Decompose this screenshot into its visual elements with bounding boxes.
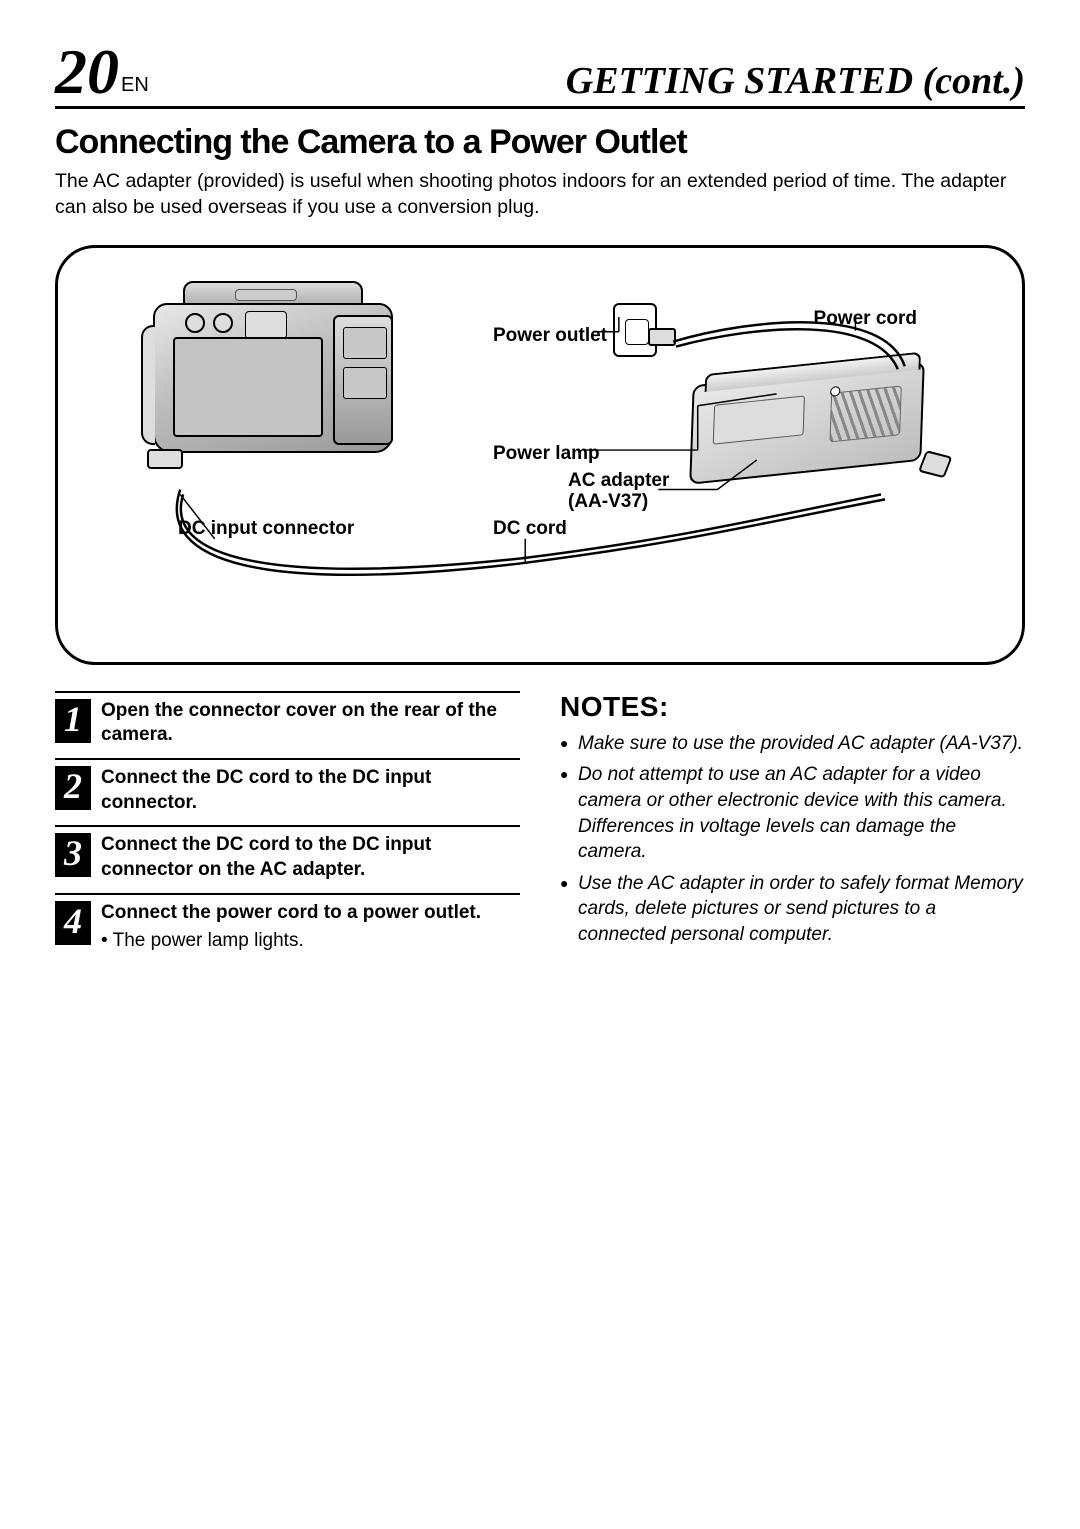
- notes-list: Make sure to use the provided AC adapter…: [560, 731, 1025, 948]
- step-text: Connect the DC cord to the DC input conn…: [101, 766, 520, 815]
- notes-column: NOTES: Make sure to use the provided AC …: [560, 691, 1025, 965]
- step-number: 3: [55, 833, 91, 877]
- step-4: 4 Connect the power cord to a power outl…: [55, 893, 520, 964]
- ac-adapter-illustration: [689, 361, 925, 484]
- subsection-title: Connecting the Camera to a Power Outlet: [55, 123, 1025, 162]
- label-ac-adapter-line2: (AA-V37): [568, 491, 648, 512]
- label-ac-adapter: AC adapter (AA-V37): [568, 470, 669, 514]
- step-number: 2: [55, 766, 91, 810]
- step-3: 3 Connect the DC cord to the DC input co…: [55, 825, 520, 892]
- step-sub: • The power lamp lights.: [101, 929, 481, 954]
- step-1: 1 Open the connector cover on the rear o…: [55, 691, 520, 758]
- power-plug-illustration: [648, 328, 676, 346]
- label-power-lamp: Power lamp: [493, 443, 600, 465]
- label-dc-cord: DC cord: [493, 518, 567, 540]
- note-item: Make sure to use the provided AC adapter…: [560, 731, 1025, 757]
- step-text: Connect the DC cord to the DC input conn…: [101, 833, 520, 882]
- steps-column: 1 Open the connector cover on the rear o…: [55, 691, 520, 965]
- label-power-outlet: Power outlet: [493, 325, 607, 347]
- note-item: Use the AC adapter in order to safely fo…: [560, 871, 1025, 948]
- step-number: 4: [55, 901, 91, 945]
- step-2: 2 Connect the DC cord to the DC input co…: [55, 758, 520, 825]
- page-number: 20: [55, 36, 119, 107]
- section-title: GETTING STARTED (cont.): [566, 59, 1025, 103]
- camera-illustration: [153, 303, 413, 503]
- label-power-cord: Power cord: [814, 308, 917, 330]
- note-item: Do not attempt to use an AC adapter for …: [560, 762, 1025, 865]
- page-lang: EN: [121, 74, 149, 96]
- step-number: 1: [55, 699, 91, 743]
- page-number-block: 20EN: [55, 40, 149, 104]
- page-header: 20EN GETTING STARTED (cont.): [55, 40, 1025, 109]
- two-column-body: 1 Open the connector cover on the rear o…: [55, 691, 1025, 965]
- step-text: Open the connector cover on the rear of …: [101, 699, 520, 748]
- intro-paragraph: The AC adapter (provided) is useful when…: [55, 168, 1025, 221]
- notes-heading: NOTES:: [560, 691, 1025, 723]
- label-ac-adapter-line1: AC adapter: [568, 470, 669, 491]
- step-text: Connect the power cord to a power outlet…: [101, 901, 481, 954]
- connection-diagram: Power cord Power outlet Power lamp AC ad…: [55, 245, 1025, 665]
- label-dc-input: DC input connector: [178, 518, 354, 540]
